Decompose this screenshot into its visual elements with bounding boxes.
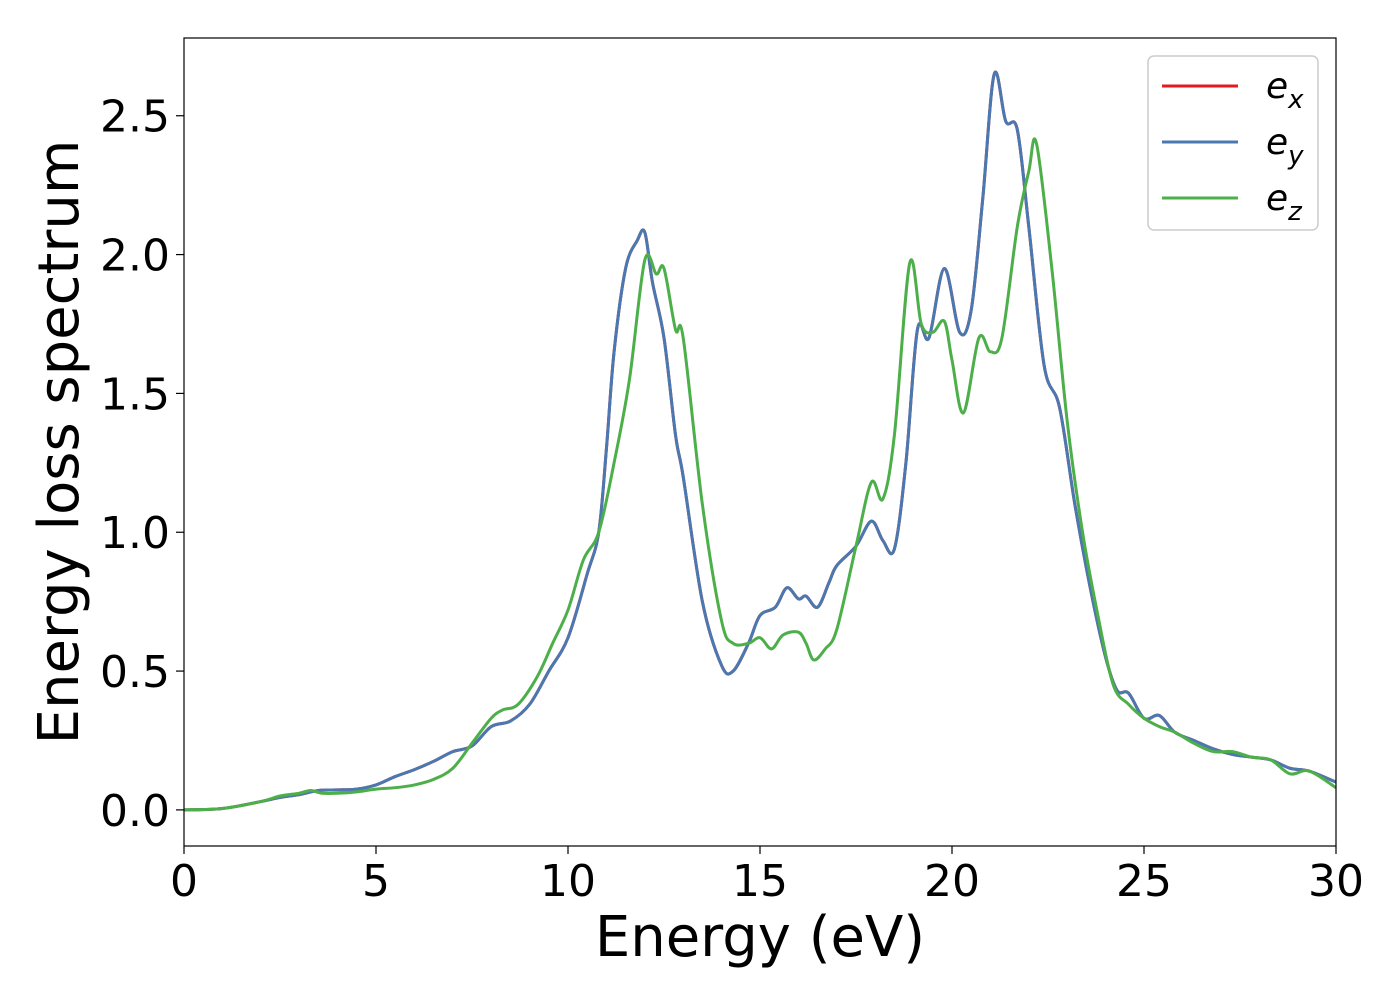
x-tick-label: 10 [540, 856, 596, 907]
x-tick-label: 25 [1116, 856, 1172, 907]
y-tick-label: 2.5 [100, 92, 170, 143]
y-axis-label: Energy loss spectrum [27, 140, 92, 745]
y-tick-label: 2.0 [100, 231, 170, 282]
x-tick-label: 30 [1308, 856, 1364, 907]
x-axis-label: Energy (eV) [595, 905, 925, 970]
x-tick-label: 20 [924, 856, 980, 907]
x-tick-label: 5 [362, 856, 390, 907]
y-axis-ticks: 0.0 0.5 1.0 1.5 2.0 2.5 [100, 92, 184, 837]
x-tick-label: 15 [732, 856, 788, 907]
x-tick-label: 0 [170, 856, 198, 907]
series-line-ez [184, 137, 1336, 812]
series-layer [184, 70, 1336, 812]
y-tick-label: 0.0 [100, 786, 170, 837]
y-tick-label: 0.5 [100, 647, 170, 698]
y-tick-label: 1.5 [100, 369, 170, 420]
y-tick-label: 1.0 [100, 508, 170, 559]
x-axis-ticks: 0 5 10 15 20 25 30 [170, 846, 1364, 907]
